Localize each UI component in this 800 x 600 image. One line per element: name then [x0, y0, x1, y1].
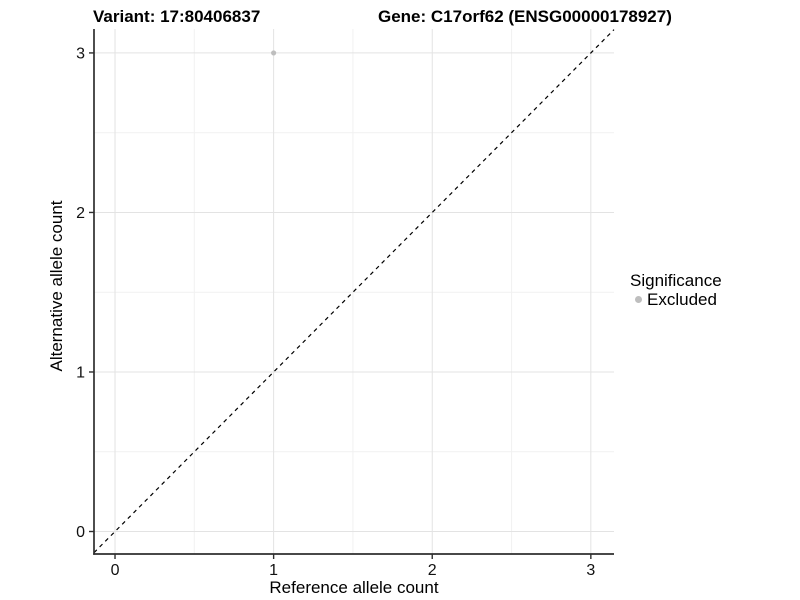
- data-point: [271, 50, 277, 56]
- identity-line: [93, 29, 615, 554]
- y-tick-label: 1: [76, 364, 85, 381]
- x-tick-label: 3: [586, 562, 595, 579]
- legend-item-label: Excluded: [647, 290, 717, 309]
- y-tick-label: 0: [76, 524, 85, 541]
- legend-item-excluded: Excluded: [630, 290, 722, 309]
- x-tick-label: 1: [269, 562, 278, 579]
- x-tick-label: 2: [428, 562, 437, 579]
- y-tick-label: 2: [76, 205, 85, 222]
- y-axis-title: Alternative allele count: [47, 200, 66, 372]
- x-axis-title: Reference allele count: [269, 578, 439, 597]
- legend-title: Significance: [630, 271, 722, 290]
- gene-title: Gene: C17orf62 (ENSG00000178927): [378, 7, 672, 26]
- legend: Significance Excluded: [630, 271, 722, 309]
- point-icon: [635, 296, 642, 303]
- x-tick-label: 0: [111, 562, 120, 579]
- y-tick-label: 3: [76, 45, 85, 62]
- variant-title: Variant: 17:80406837: [93, 7, 261, 26]
- legend-key: [630, 291, 647, 308]
